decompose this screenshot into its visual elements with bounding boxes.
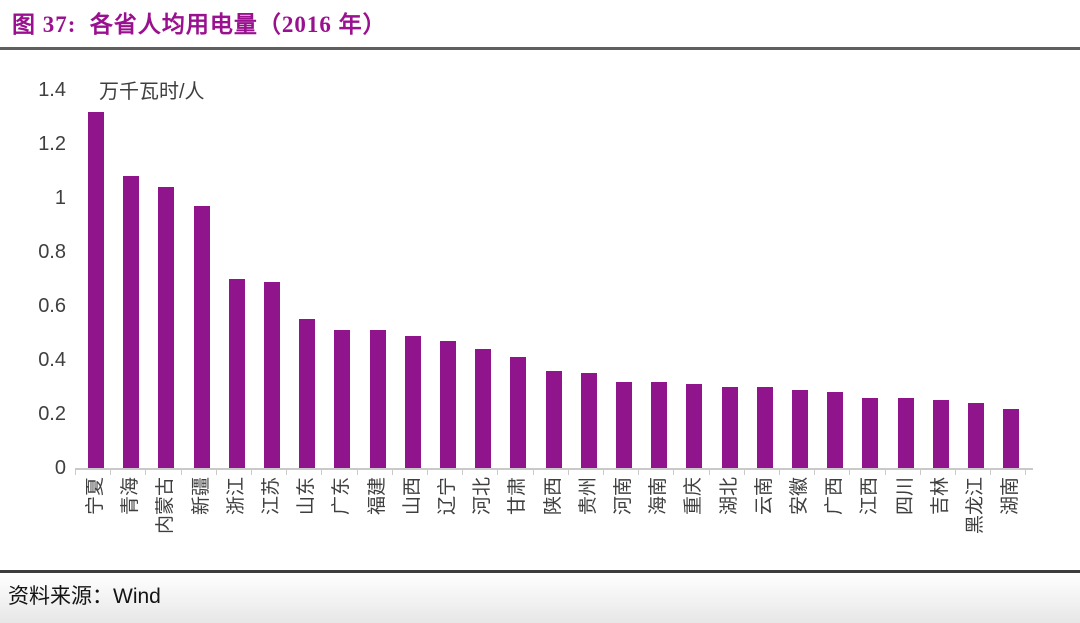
bar xyxy=(898,398,914,468)
bar xyxy=(123,176,139,468)
bar xyxy=(334,330,350,468)
x-axis-tick xyxy=(391,470,393,475)
bar xyxy=(194,206,210,468)
bar xyxy=(827,392,843,468)
x-axis-tick xyxy=(1025,470,1027,475)
x-axis-tick xyxy=(743,470,745,475)
y-axis-tick-label: 0 xyxy=(54,457,66,479)
bar xyxy=(933,400,949,468)
bar xyxy=(299,319,315,468)
bar xyxy=(686,384,702,468)
x-axis-tick xyxy=(356,470,358,475)
x-axis-tick xyxy=(215,470,217,475)
bar xyxy=(264,282,280,468)
bar xyxy=(510,357,526,468)
bar xyxy=(475,349,491,468)
bar xyxy=(757,387,773,468)
x-axis-tick xyxy=(497,470,499,475)
bar xyxy=(229,279,245,468)
x-axis-tick xyxy=(110,470,112,475)
bar xyxy=(546,371,562,468)
x-axis-tick xyxy=(849,470,851,475)
bar xyxy=(616,382,632,468)
y-axis-tick-label: 0.6 xyxy=(38,295,66,317)
x-axis-tick xyxy=(779,470,780,475)
bar xyxy=(370,330,386,468)
figure-title: 图 37: 各省人均用电量（2016 年） xyxy=(12,12,387,37)
bar xyxy=(651,382,667,468)
x-axis-tick xyxy=(708,470,710,475)
x-axis-tick xyxy=(286,470,288,475)
x-axis-tick xyxy=(180,470,182,475)
y-axis-unit-label: 万千瓦时/人 xyxy=(99,81,205,103)
x-axis-tick xyxy=(321,470,323,475)
x-axis-tick xyxy=(638,470,640,475)
bar xyxy=(158,187,174,468)
x-axis-tick xyxy=(814,470,816,475)
bar xyxy=(88,112,104,468)
source-label: 资料来源： xyxy=(8,584,113,608)
y-axis-tick-label: 0.4 xyxy=(38,349,66,371)
bar xyxy=(792,390,808,468)
bar xyxy=(440,341,456,468)
bar xyxy=(862,398,878,468)
footer-background xyxy=(0,573,1080,623)
bar xyxy=(581,373,597,468)
y-axis-tick-label: 1 xyxy=(54,187,66,209)
y-axis-tick-label: 1.2 xyxy=(38,133,66,155)
x-axis-tick xyxy=(919,470,921,475)
bar xyxy=(405,336,421,468)
x-axis-tick xyxy=(75,470,76,475)
source-value: Wind xyxy=(113,585,161,608)
x-axis-tick xyxy=(990,470,992,475)
y-axis-tick-label: 0.2 xyxy=(38,403,66,425)
x-axis-tick xyxy=(884,470,886,475)
bar xyxy=(722,387,738,468)
y-axis-tick-label: 1.4 xyxy=(38,79,66,101)
x-axis-tick xyxy=(427,470,428,475)
title-divider xyxy=(0,47,1080,50)
footer-divider xyxy=(0,570,1080,573)
x-axis-tick xyxy=(673,470,675,475)
x-axis-tick xyxy=(145,470,147,475)
source-line: 资料来源：Wind xyxy=(8,580,161,610)
x-axis-tick xyxy=(567,470,569,475)
x-axis-tick xyxy=(532,470,534,475)
x-axis-tick xyxy=(603,470,604,475)
x-axis-line xyxy=(75,468,1033,470)
x-axis-tick xyxy=(462,470,464,475)
y-axis-tick-label: 0.8 xyxy=(38,241,66,263)
x-axis-tick xyxy=(955,470,956,475)
x-axis-tick xyxy=(251,470,252,475)
bar xyxy=(1003,409,1019,468)
bar xyxy=(968,403,984,468)
